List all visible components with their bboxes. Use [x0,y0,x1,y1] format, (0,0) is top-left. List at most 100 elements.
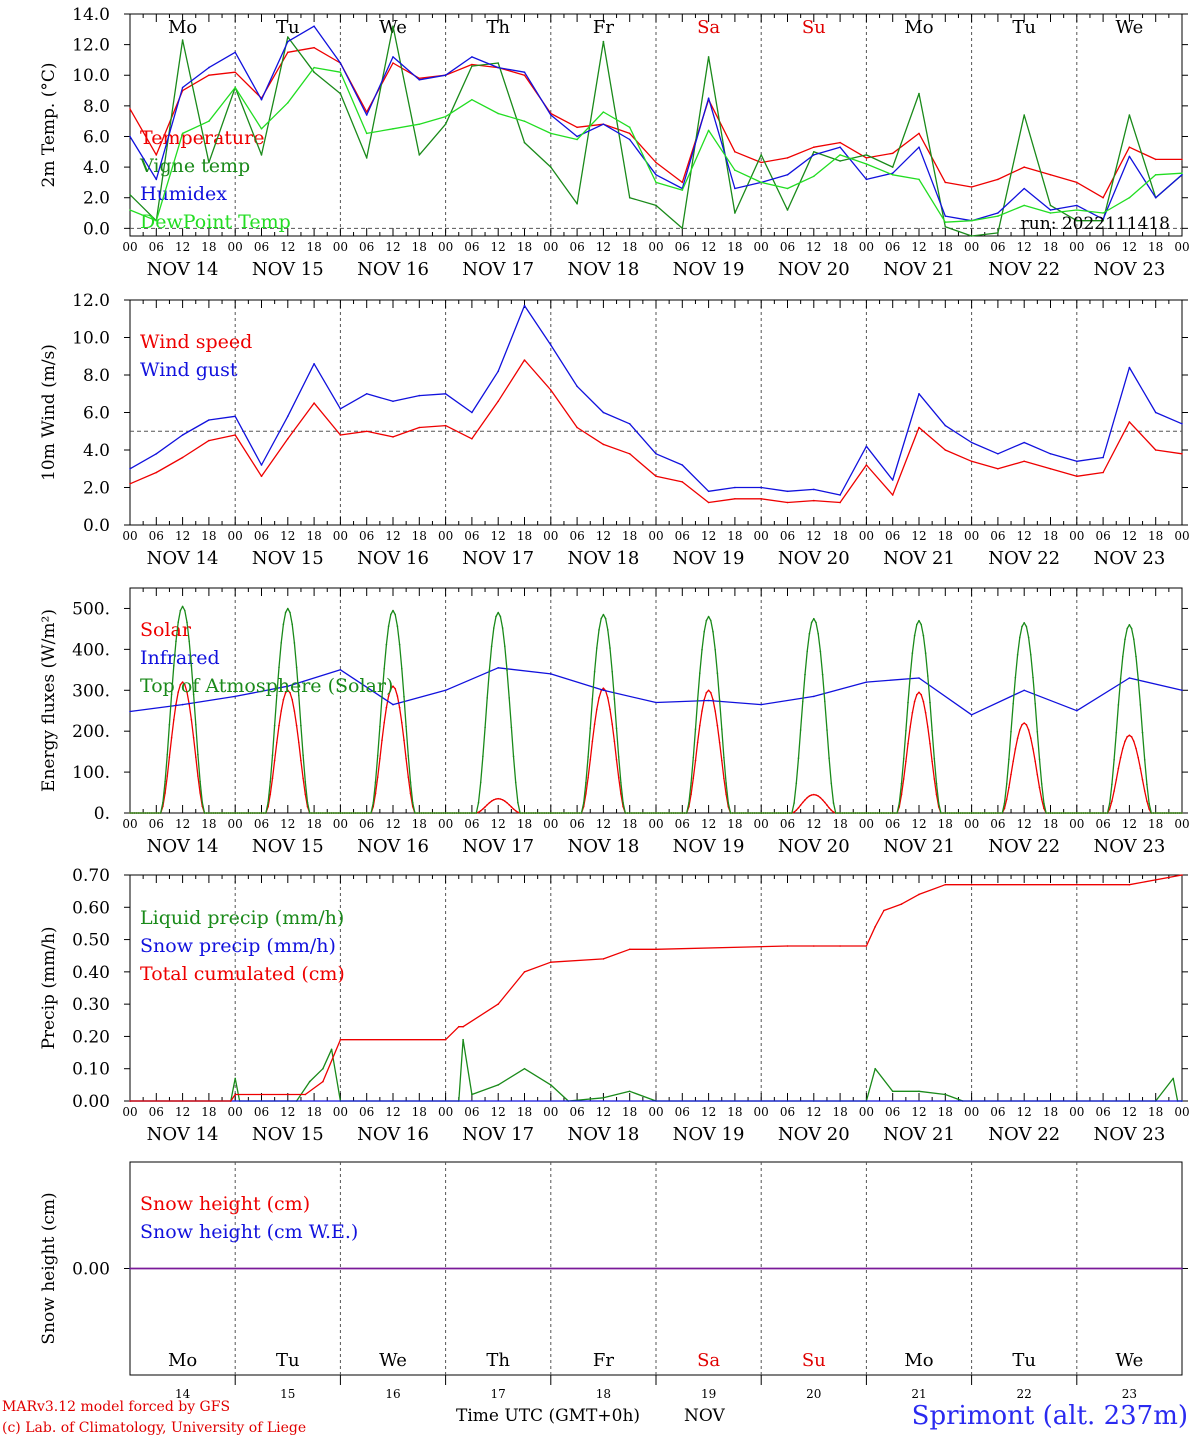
data-point [287,607,289,610]
data-point [905,760,907,763]
data-point [181,132,184,135]
data-point [418,394,421,397]
hour-tick-label: 18 [517,1105,532,1119]
data-point [530,812,532,814]
data-point [256,812,258,814]
data-point [197,753,199,756]
data-point [813,499,815,502]
data-point [637,812,640,814]
data-point [1100,812,1102,814]
data-point [304,781,307,783]
data-point [655,161,657,164]
data-point [280,642,283,644]
data-point [666,812,668,814]
weekday-label: Th [486,17,510,38]
data-point [234,1093,236,1096]
data-point [223,812,225,814]
data-point [813,695,815,698]
data-point [1023,204,1025,207]
data-point [313,25,315,28]
data-point [600,617,602,620]
data-point [786,187,789,190]
hour-tick-label: 00 [859,1105,874,1119]
data-point [674,812,677,814]
data-point [1128,114,1131,116]
data-point [510,726,513,729]
data-point [1143,790,1146,792]
data-point [392,25,394,28]
hour-tick-label: 00 [859,817,874,831]
hour-tick-label: 06 [149,529,164,543]
legend-entry: Total cumulated (cm) [140,963,345,985]
data-point [392,685,394,687]
data-point [339,408,342,410]
data-point [291,623,294,625]
legend-entry: Humidex [140,183,227,205]
data-point [528,812,530,814]
data-point [628,948,631,951]
data-point [997,178,999,181]
data-point [734,187,736,190]
data-point [935,782,938,785]
data-point [1097,812,1100,814]
data-point [162,801,164,804]
data-point [659,812,662,814]
data-point [918,132,920,135]
data-point [642,812,644,814]
data-point [295,666,298,669]
legend-entry: Snow precip (mm/h) [140,935,336,957]
data-point [370,812,372,814]
data-point [523,304,526,307]
hour-tick-label: 06 [675,817,690,831]
day-label: NOV 16 [357,259,429,280]
day-label: NOV 15 [252,259,324,280]
weekday-label: Mo [904,1350,933,1371]
data-point [920,693,922,696]
data-point [186,621,188,624]
hour-tick-label: 00 [438,240,453,254]
data-point [471,56,473,58]
data-point [635,812,638,814]
data-point [824,700,826,703]
data-point [891,174,894,176]
data-point [490,645,493,648]
hour-tick-label: 00 [1174,817,1189,831]
data-point [184,683,186,686]
data-point [523,74,526,76]
hour-tick-label: 12 [385,529,400,543]
data-point [447,812,449,814]
data-point [944,812,947,814]
day-label: NOV 22 [988,836,1060,857]
data-point [839,501,841,504]
data-point [372,801,375,804]
data-point [497,62,500,64]
data-point [365,132,368,135]
data-point [970,460,973,463]
data-point [284,691,287,694]
data-point [482,755,484,758]
data-point [661,812,664,814]
data-point [984,812,986,814]
data-point [181,39,184,41]
data-point [1040,798,1043,801]
data-point [786,501,789,504]
hour-tick-label: 18 [1148,240,1163,254]
data-point [387,625,390,627]
hour-tick-label: 12 [1122,529,1137,543]
data-point [1148,808,1150,810]
data-point [306,801,309,804]
data-point [1093,812,1096,814]
data-point [760,486,762,489]
data-point [230,812,232,814]
data-point [175,640,177,642]
data-point [944,1093,947,1096]
data-point [396,625,399,627]
data-point [497,370,500,373]
data-point [558,812,561,814]
data-point [260,464,263,466]
data-point [208,120,210,122]
day-label: NOV 14 [147,1124,219,1145]
data-point [716,672,719,674]
data-point [931,730,933,732]
day-label: NOV 21 [883,836,955,857]
